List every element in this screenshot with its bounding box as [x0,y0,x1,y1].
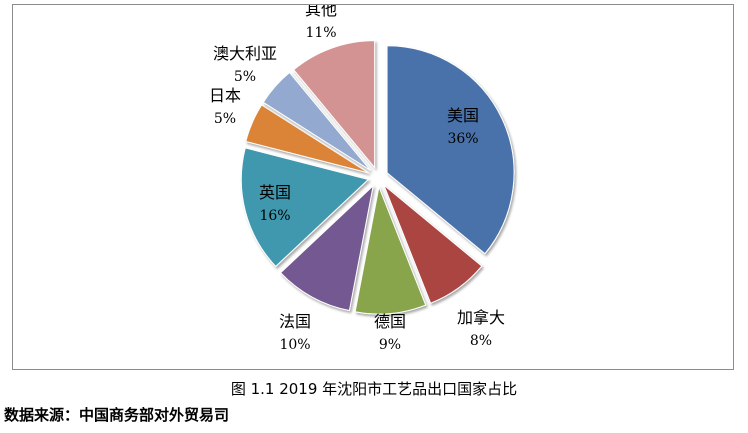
slice-label-7: 其他 [305,5,337,19]
slice-value-label-3: 10% [279,337,310,353]
slice-value-label-5: 5% [214,111,236,127]
figure-caption: 图 1.1 2019 年沈阳市工艺品出口国家占比 [230,380,518,398]
slice-value-label-0: 36% [447,131,478,147]
slice-label-1: 加拿大 [457,308,505,327]
slice-value-label-1: 8% [470,333,492,349]
slice-label-2: 德国 [374,312,406,331]
slice-label-0: 美国 [447,106,479,125]
pie-slice-4 [240,147,370,268]
pie-slice-7 [292,40,376,169]
pie-slice-3 [279,184,374,312]
data-source-note: 数据来源：中国商务部对外贸易司 [4,406,230,424]
slice-label-4: 英国 [259,183,291,202]
pie-slice-5 [245,104,370,174]
slice-value-label-4: 16% [259,208,290,224]
slice-value-label-2: 9% [379,337,401,353]
slice-label-3: 法国 [279,312,311,331]
pie-slices [240,40,515,315]
pie-slice-6 [262,71,371,171]
slice-label-5: 日本 [209,86,241,105]
pie-slice-2 [354,185,427,315]
slice-value-label-7: 11% [305,25,336,41]
chart-area: 美国 36% 加拿大 8% 德国 9% 法国 10% 英国 16% 日本 5% 澳大利亚 5% 其他 11% [12,4,734,370]
slice-label-6: 澳大利亚 [213,44,277,63]
slice-value-label-6: 5% [234,69,256,85]
pie-slice-0 [386,45,515,255]
pie-slice-1 [383,184,483,304]
